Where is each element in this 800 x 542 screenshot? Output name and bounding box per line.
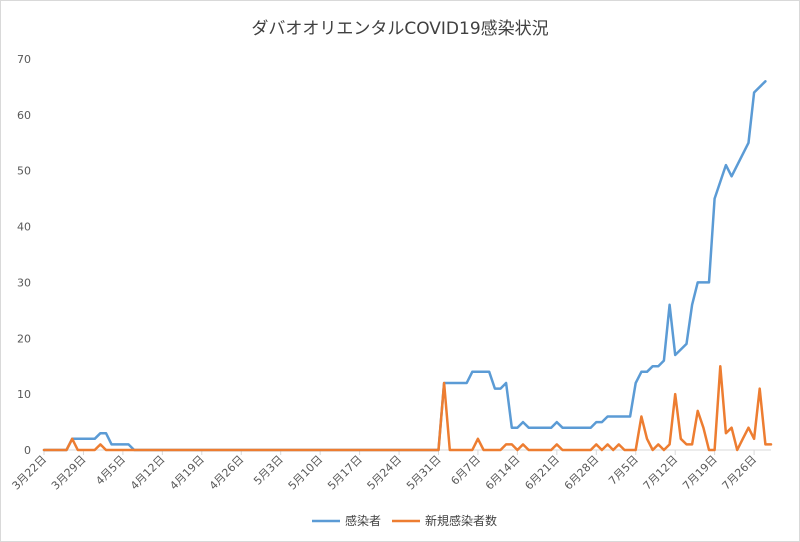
x-tick-label: 6月21日 bbox=[522, 453, 562, 493]
x-tick-label: 6月7日 bbox=[448, 453, 483, 488]
x-tick-label: 4月26日 bbox=[207, 453, 247, 493]
x-tick-label: 5月17日 bbox=[325, 453, 365, 493]
x-tick-label: 7月19日 bbox=[680, 453, 720, 493]
x-tick-label: 5月24日 bbox=[365, 453, 405, 493]
y-tick-label: 50 bbox=[17, 165, 31, 178]
x-tick-label: 7月12日 bbox=[641, 453, 681, 493]
y-tick-label: 70 bbox=[17, 53, 31, 66]
series-line-2 bbox=[42, 364, 773, 452]
x-tick-label: 7月26日 bbox=[720, 453, 760, 493]
legend: 感染者 新規感染者数 bbox=[312, 513, 497, 528]
series-lines bbox=[42, 80, 773, 452]
series-line-1 bbox=[42, 80, 767, 452]
x-tick-label: 4月12日 bbox=[128, 453, 168, 493]
y-tick-label: 30 bbox=[17, 276, 31, 289]
x-tick-label: 3月22日 bbox=[10, 453, 50, 493]
y-tick-label: 40 bbox=[17, 221, 31, 234]
x-tick-label: 5月10日 bbox=[286, 453, 326, 493]
x-axis-ticks: 3月22日 3月29日 4月5日 4月12日 4月19日 4月26日 5月3日 5月10日 5月… bbox=[10, 450, 760, 493]
x-tick-label: 6月14日 bbox=[483, 453, 523, 493]
x-tick-label: 5月3日 bbox=[251, 453, 286, 488]
y-tick-label: 0 bbox=[24, 444, 31, 457]
chart-title: ダバオオリエンタルCOVID19感染状況 bbox=[251, 19, 549, 39]
y-axis-ticks: 0 10 20 30 40 50 60 70 bbox=[17, 53, 31, 457]
x-tick-label: 4月19日 bbox=[167, 453, 207, 493]
y-tick-label: 60 bbox=[17, 109, 31, 122]
legend-label: 新規感染者数 bbox=[425, 513, 497, 528]
x-tick-label: 4月5日 bbox=[93, 453, 128, 488]
x-tick-label: 5月31日 bbox=[404, 453, 444, 493]
y-tick-label: 10 bbox=[17, 388, 31, 401]
x-tick-label: 3月29日 bbox=[49, 453, 89, 493]
y-tick-label: 20 bbox=[17, 332, 31, 345]
legend-label: 感染者 bbox=[345, 513, 381, 528]
x-tick-label: 6月28日 bbox=[562, 453, 602, 493]
x-tick-label: 7月5日 bbox=[606, 453, 641, 488]
